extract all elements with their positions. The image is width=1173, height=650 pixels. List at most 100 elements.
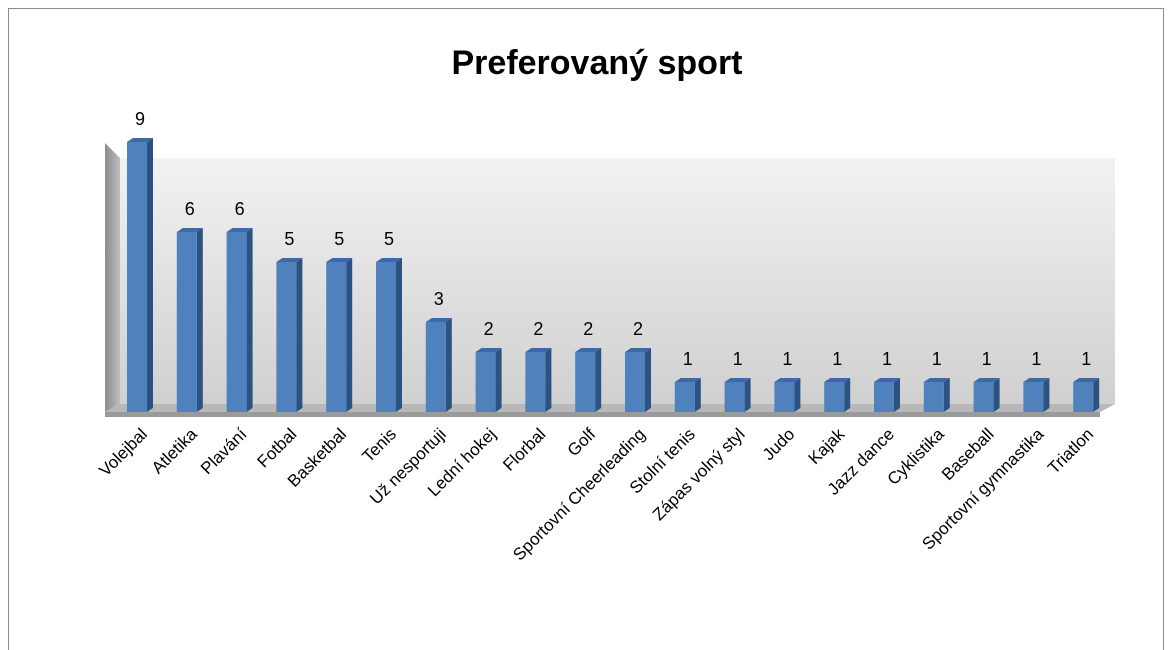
bar bbox=[1023, 378, 1050, 412]
bar bbox=[774, 378, 801, 412]
bar bbox=[1073, 378, 1100, 412]
data-label: 3 bbox=[434, 289, 444, 309]
bar-top bbox=[724, 378, 751, 382]
data-label: 6 bbox=[235, 199, 245, 219]
back-wall bbox=[120, 158, 1115, 404]
data-label: 2 bbox=[484, 319, 494, 339]
bar-front bbox=[923, 382, 944, 412]
bar bbox=[874, 378, 900, 412]
bar-side bbox=[495, 348, 502, 412]
bar-front bbox=[874, 382, 894, 412]
bar bbox=[276, 258, 303, 412]
bar-side bbox=[1043, 378, 1050, 412]
bar-front bbox=[127, 142, 147, 412]
bar-front bbox=[1023, 382, 1044, 412]
bar bbox=[475, 348, 502, 412]
bar bbox=[326, 258, 353, 412]
bar-top bbox=[1023, 378, 1050, 382]
bar-front bbox=[824, 382, 845, 412]
bar-top bbox=[127, 138, 153, 142]
bar-side bbox=[1093, 378, 1100, 412]
data-label: 1 bbox=[982, 349, 992, 369]
bar-top bbox=[326, 258, 353, 262]
bar-side bbox=[296, 258, 303, 412]
bar-top bbox=[1073, 378, 1100, 382]
bar-front bbox=[973, 382, 994, 412]
bar-front bbox=[724, 382, 745, 412]
bar-front bbox=[575, 352, 596, 412]
bar-side bbox=[744, 378, 751, 412]
bar-side bbox=[694, 378, 701, 412]
data-label: 1 bbox=[1081, 349, 1091, 369]
bar-front bbox=[276, 262, 297, 412]
bar-top bbox=[973, 378, 1000, 382]
bar-front bbox=[425, 322, 446, 412]
bar-top bbox=[425, 318, 452, 322]
bar bbox=[226, 228, 253, 412]
bar-front bbox=[475, 352, 496, 412]
bar-top bbox=[774, 378, 801, 382]
bar-top bbox=[625, 348, 651, 352]
bar-top bbox=[824, 378, 851, 382]
bar bbox=[525, 348, 552, 412]
bar-side bbox=[844, 378, 851, 412]
bar bbox=[674, 378, 701, 412]
bar-side bbox=[346, 258, 353, 412]
bar-top bbox=[674, 378, 701, 382]
bar bbox=[724, 378, 751, 412]
data-label: 1 bbox=[782, 349, 792, 369]
bar-side bbox=[894, 378, 900, 412]
side-wall bbox=[105, 143, 120, 412]
data-label: 1 bbox=[832, 349, 842, 369]
data-label: 1 bbox=[683, 349, 693, 369]
bar-front bbox=[176, 232, 197, 412]
bar bbox=[376, 258, 402, 412]
bar-side bbox=[645, 348, 651, 412]
bar-front bbox=[326, 262, 347, 412]
bar-side bbox=[246, 228, 253, 412]
bar-top bbox=[376, 258, 402, 262]
bar-side bbox=[147, 138, 153, 412]
bar bbox=[176, 228, 203, 412]
data-label: 5 bbox=[334, 229, 344, 249]
bar-front bbox=[525, 352, 546, 412]
bar-front bbox=[226, 232, 247, 412]
data-label: 5 bbox=[284, 229, 294, 249]
bar-top bbox=[276, 258, 303, 262]
bar-side bbox=[545, 348, 552, 412]
data-label: 1 bbox=[932, 349, 942, 369]
bar bbox=[127, 138, 153, 412]
floor-edge bbox=[105, 412, 1100, 417]
data-label: 1 bbox=[882, 349, 892, 369]
bar-top bbox=[475, 348, 502, 352]
bar-side bbox=[445, 318, 452, 412]
floor bbox=[105, 404, 1115, 412]
data-label: 1 bbox=[1031, 349, 1041, 369]
data-label: 9 bbox=[135, 109, 145, 129]
bar bbox=[425, 318, 452, 412]
bar bbox=[575, 348, 602, 412]
bar-top bbox=[226, 228, 253, 232]
data-label: 5 bbox=[384, 229, 394, 249]
bar-top bbox=[176, 228, 203, 232]
data-label: 6 bbox=[185, 199, 195, 219]
bar-side bbox=[993, 378, 1000, 412]
bar-side bbox=[943, 378, 950, 412]
bar-top bbox=[575, 348, 602, 352]
bar-top bbox=[525, 348, 552, 352]
bar-front bbox=[774, 382, 795, 412]
bar-top bbox=[874, 378, 900, 382]
bar-side bbox=[396, 258, 402, 412]
bar bbox=[625, 348, 651, 412]
data-label: 2 bbox=[633, 319, 643, 339]
chart-title: Preferovaný sport bbox=[452, 44, 743, 82]
bar-front bbox=[376, 262, 396, 412]
data-label: 1 bbox=[733, 349, 743, 369]
bar bbox=[973, 378, 1000, 412]
bar-side bbox=[196, 228, 203, 412]
bar-front bbox=[625, 352, 645, 412]
bar-top bbox=[923, 378, 950, 382]
bar-front bbox=[1073, 382, 1094, 412]
bar-side bbox=[794, 378, 801, 412]
